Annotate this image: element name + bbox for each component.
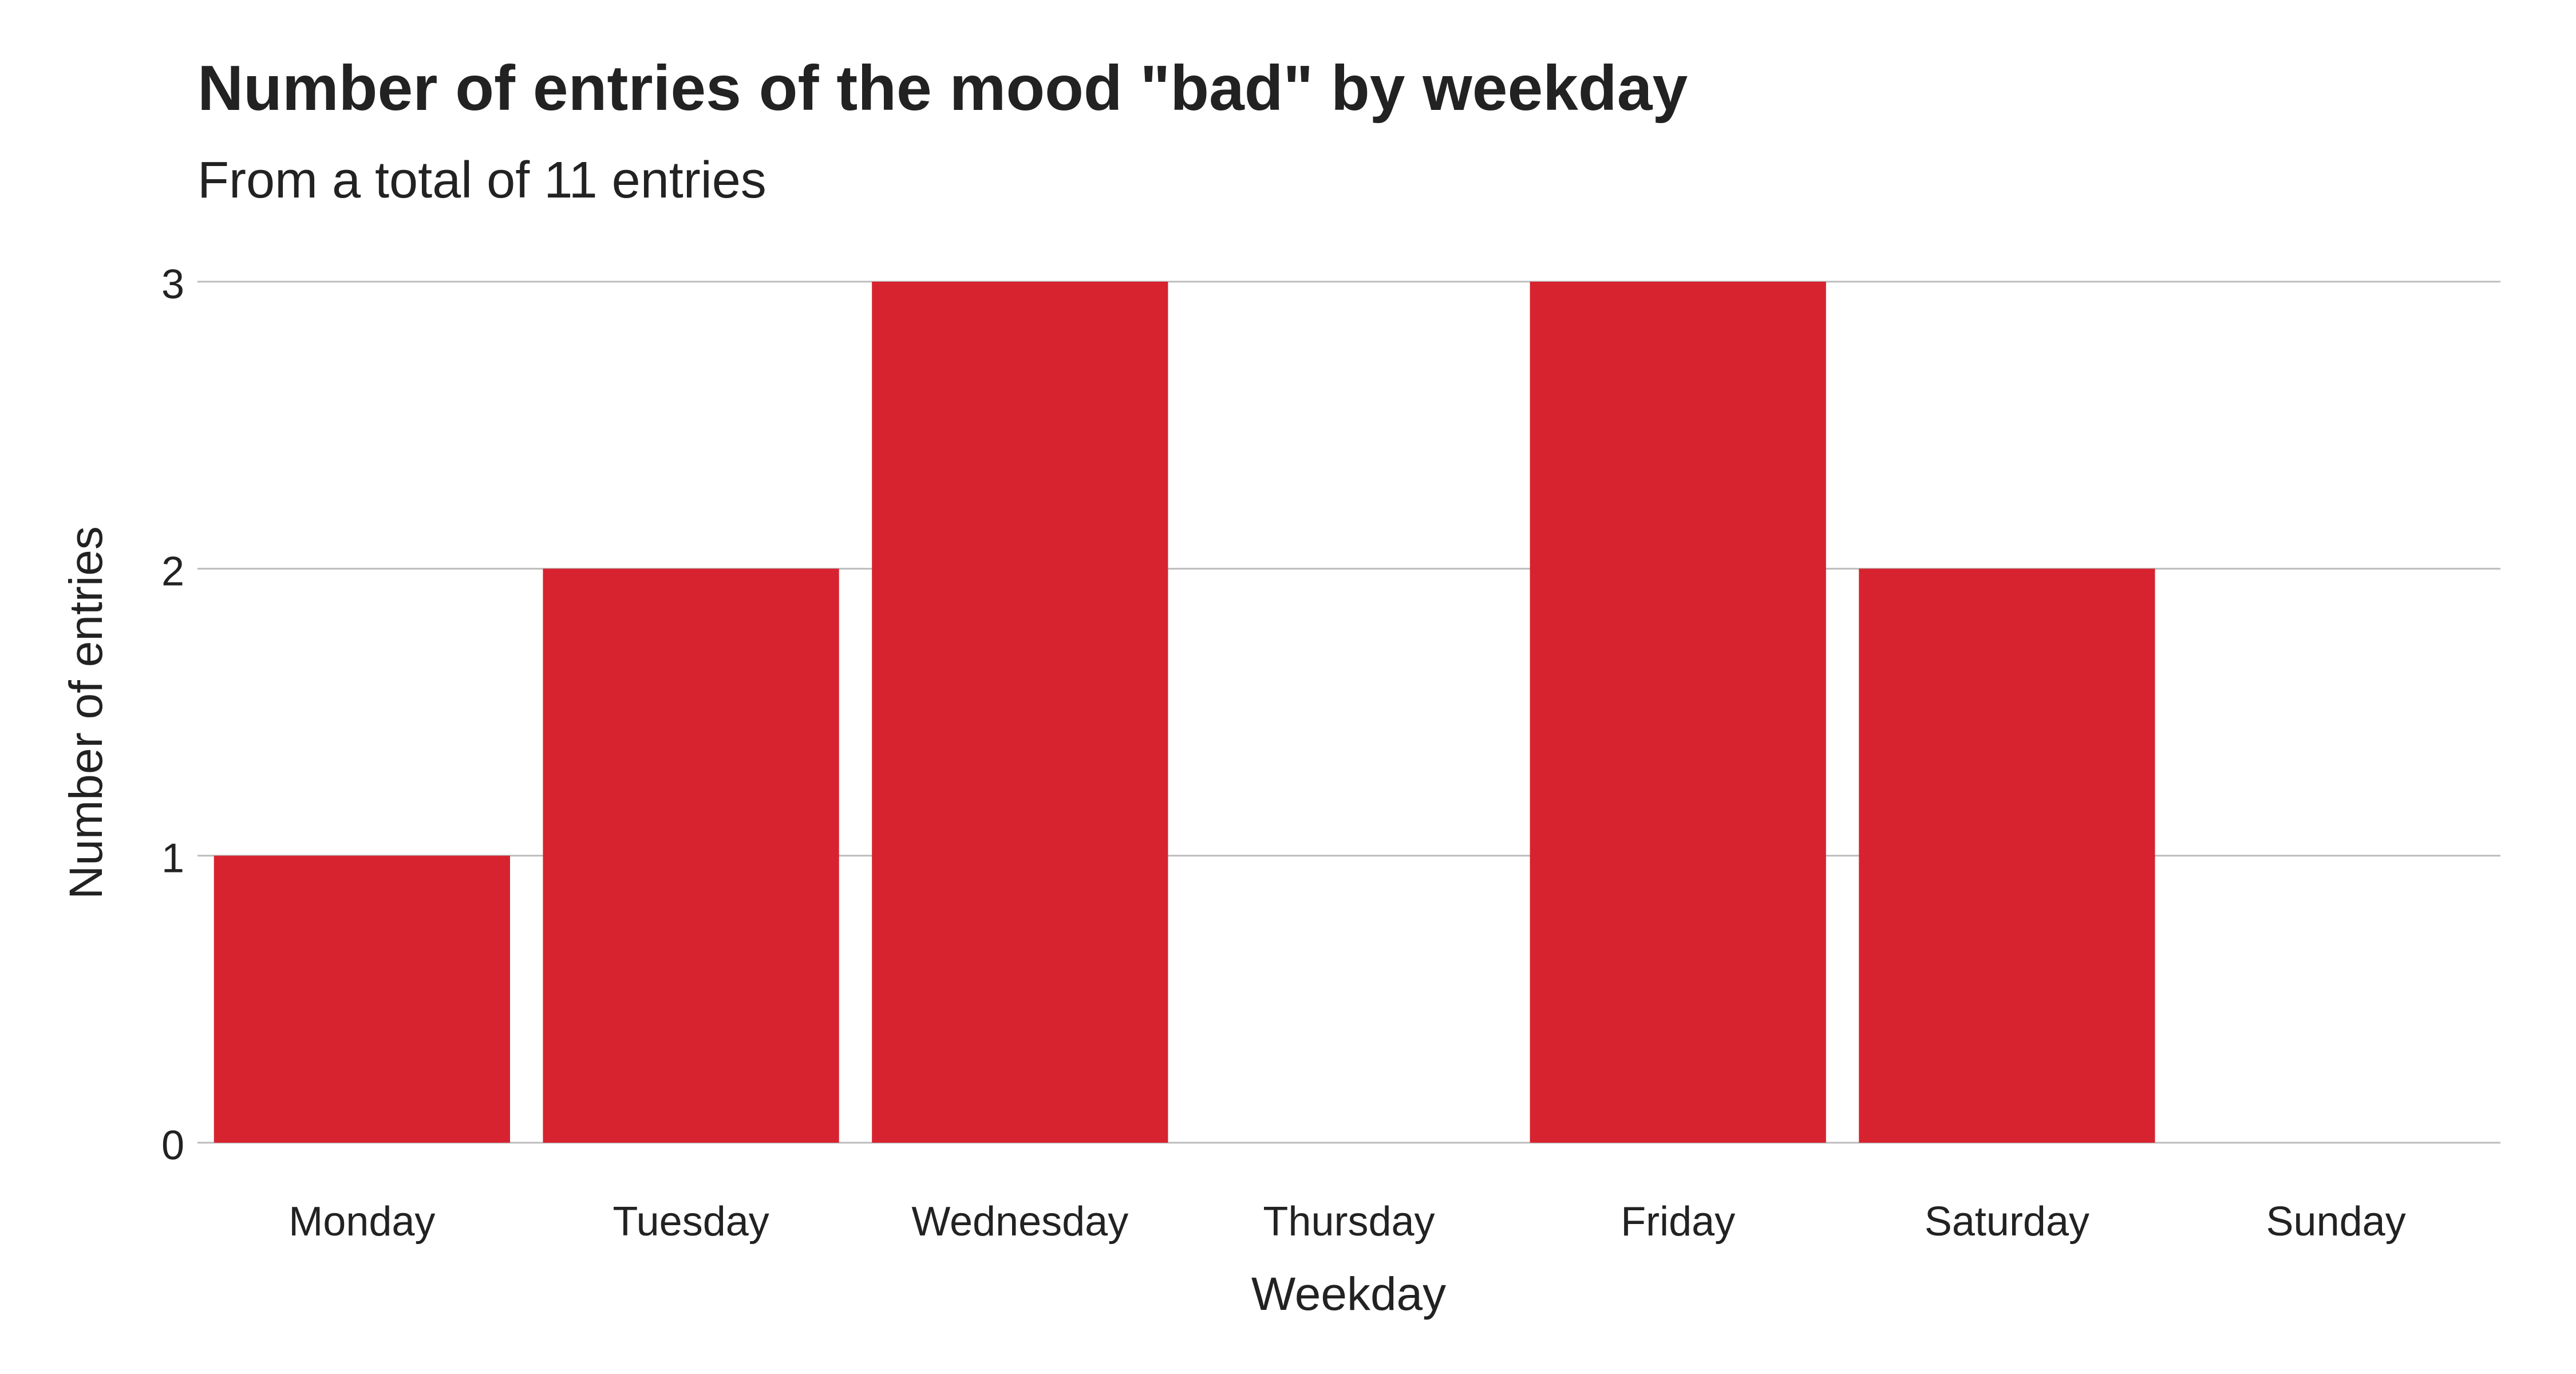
- y-tick-label: 2: [161, 548, 184, 594]
- bars: [214, 282, 2155, 1143]
- x-axis-title: Weekday: [1251, 1268, 1446, 1320]
- bar-friday: [1530, 282, 1826, 1143]
- x-tick-label-thursday: Thursday: [1263, 1199, 1435, 1245]
- x-tick-label-tuesday: Tuesday: [613, 1199, 769, 1245]
- bar-monday: [214, 855, 510, 1143]
- x-tick-label-wednesday: Wednesday: [911, 1199, 1128, 1245]
- x-axis-tick-labels: Monday Tuesday Wednesday Thursday Friday Satu…: [289, 1199, 2405, 1245]
- y-tick-label: 1: [161, 836, 184, 882]
- bar-tuesday: [543, 568, 839, 1143]
- x-tick-label-monday: Monday: [289, 1199, 435, 1245]
- y-axis-title: Number of entries: [60, 526, 112, 899]
- y-tick-label: 0: [161, 1123, 184, 1168]
- chart-title: Number of entries of the mood "bad" by w…: [197, 53, 1688, 124]
- chart-subtitle: From a total of 11 entries: [197, 152, 767, 209]
- y-tick-label: 3: [161, 262, 184, 307]
- x-tick-label-friday: Friday: [1621, 1199, 1735, 1245]
- bar-wednesday: [872, 282, 1168, 1143]
- x-tick-label-saturday: Saturday: [1925, 1199, 2089, 1245]
- y-axis-tick-labels: 0 1 2 3: [161, 262, 184, 1168]
- x-tick-label-sunday: Sunday: [2266, 1199, 2406, 1245]
- bar-saturday: [1859, 568, 2155, 1143]
